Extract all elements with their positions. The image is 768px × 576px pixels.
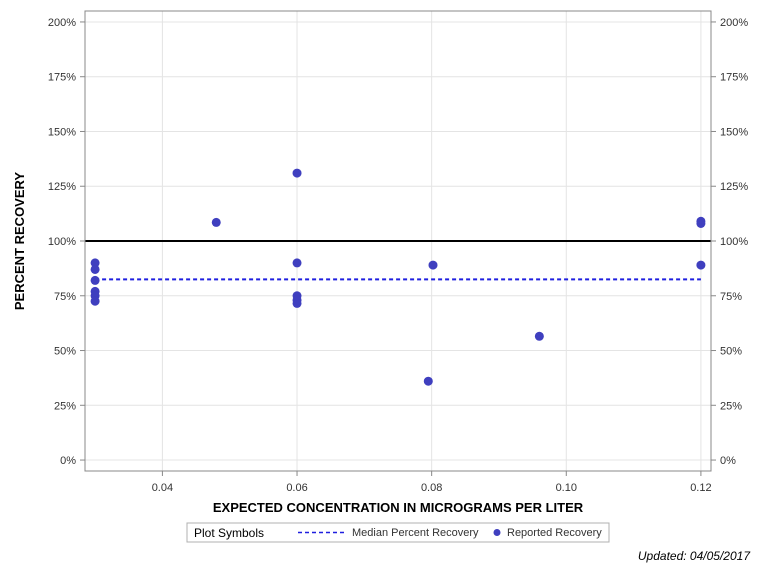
data-point — [534, 331, 544, 341]
y-tick-label-right: 150% — [720, 126, 748, 138]
y-tick-label-left: 150% — [48, 126, 76, 138]
x-axis-title: EXPECTED CONCENTRATION IN MICROGRAMS PER… — [213, 500, 584, 515]
y-tick-label-right: 75% — [720, 291, 742, 303]
x-axis: 0.04 0.06 0.08 0.10 0.12 — [152, 471, 712, 494]
y-tick-label-left: 200% — [48, 17, 76, 29]
y-tick-label-right: 125% — [720, 181, 748, 193]
y-tick-label-left: 75% — [54, 291, 76, 303]
data-point — [90, 264, 100, 274]
series-layer — [90, 168, 706, 386]
legend-title: Plot Symbols — [194, 526, 264, 540]
data-point — [292, 298, 302, 308]
data-point — [292, 168, 302, 178]
y-axis-left: 0% 25% 50% 75% 100% 125% 150% 175% 200% — [48, 17, 85, 467]
y-tick-label-right: 25% — [720, 400, 742, 412]
data-point — [211, 217, 221, 227]
y-tick-label-right: 175% — [720, 72, 748, 84]
y-tick-label-left: 50% — [54, 346, 76, 358]
legend-median-label: Median Percent Recovery — [352, 527, 479, 539]
data-point — [292, 258, 302, 268]
y-tick-label-right: 0% — [720, 455, 736, 467]
x-tick-label: 0.06 — [286, 482, 307, 494]
data-point — [423, 376, 433, 386]
legend: Plot Symbols Median Percent Recovery Rep… — [186, 522, 610, 543]
y-tick-label-right: 100% — [720, 236, 748, 248]
updated-timestamp: Updated: 04/05/2017 — [637, 549, 750, 563]
legend-recovery-label: Reported Recovery — [507, 527, 602, 539]
x-tick-label: 0.08 — [421, 482, 442, 494]
y-tick-label-right: 200% — [720, 17, 748, 29]
x-tick-label: 0.04 — [152, 482, 173, 494]
data-point — [696, 218, 706, 228]
y-tick-label-left: 25% — [54, 400, 76, 412]
data-point — [90, 275, 100, 285]
legend-box — [186, 522, 610, 543]
x-tick-label: 0.12 — [690, 482, 711, 494]
y-tick-label-left: 175% — [48, 72, 76, 84]
data-point — [696, 260, 706, 270]
y-tick-label-right: 50% — [720, 346, 742, 358]
y-axis-title: PERCENT RECOVERY — [12, 172, 27, 311]
y-axis-right: 0% 25% 50% 75% 100% 125% 150% 175% 200% — [711, 17, 748, 467]
x-tick-label: 0.10 — [556, 482, 577, 494]
data-point — [90, 258, 100, 268]
y-tick-label-left: 0% — [60, 455, 76, 467]
legend-recovery-swatch — [493, 529, 501, 536]
y-tick-label-left: 125% — [48, 181, 76, 193]
data-point — [428, 260, 438, 270]
y-tick-label-left: 100% — [48, 236, 76, 248]
data-point — [90, 296, 100, 306]
